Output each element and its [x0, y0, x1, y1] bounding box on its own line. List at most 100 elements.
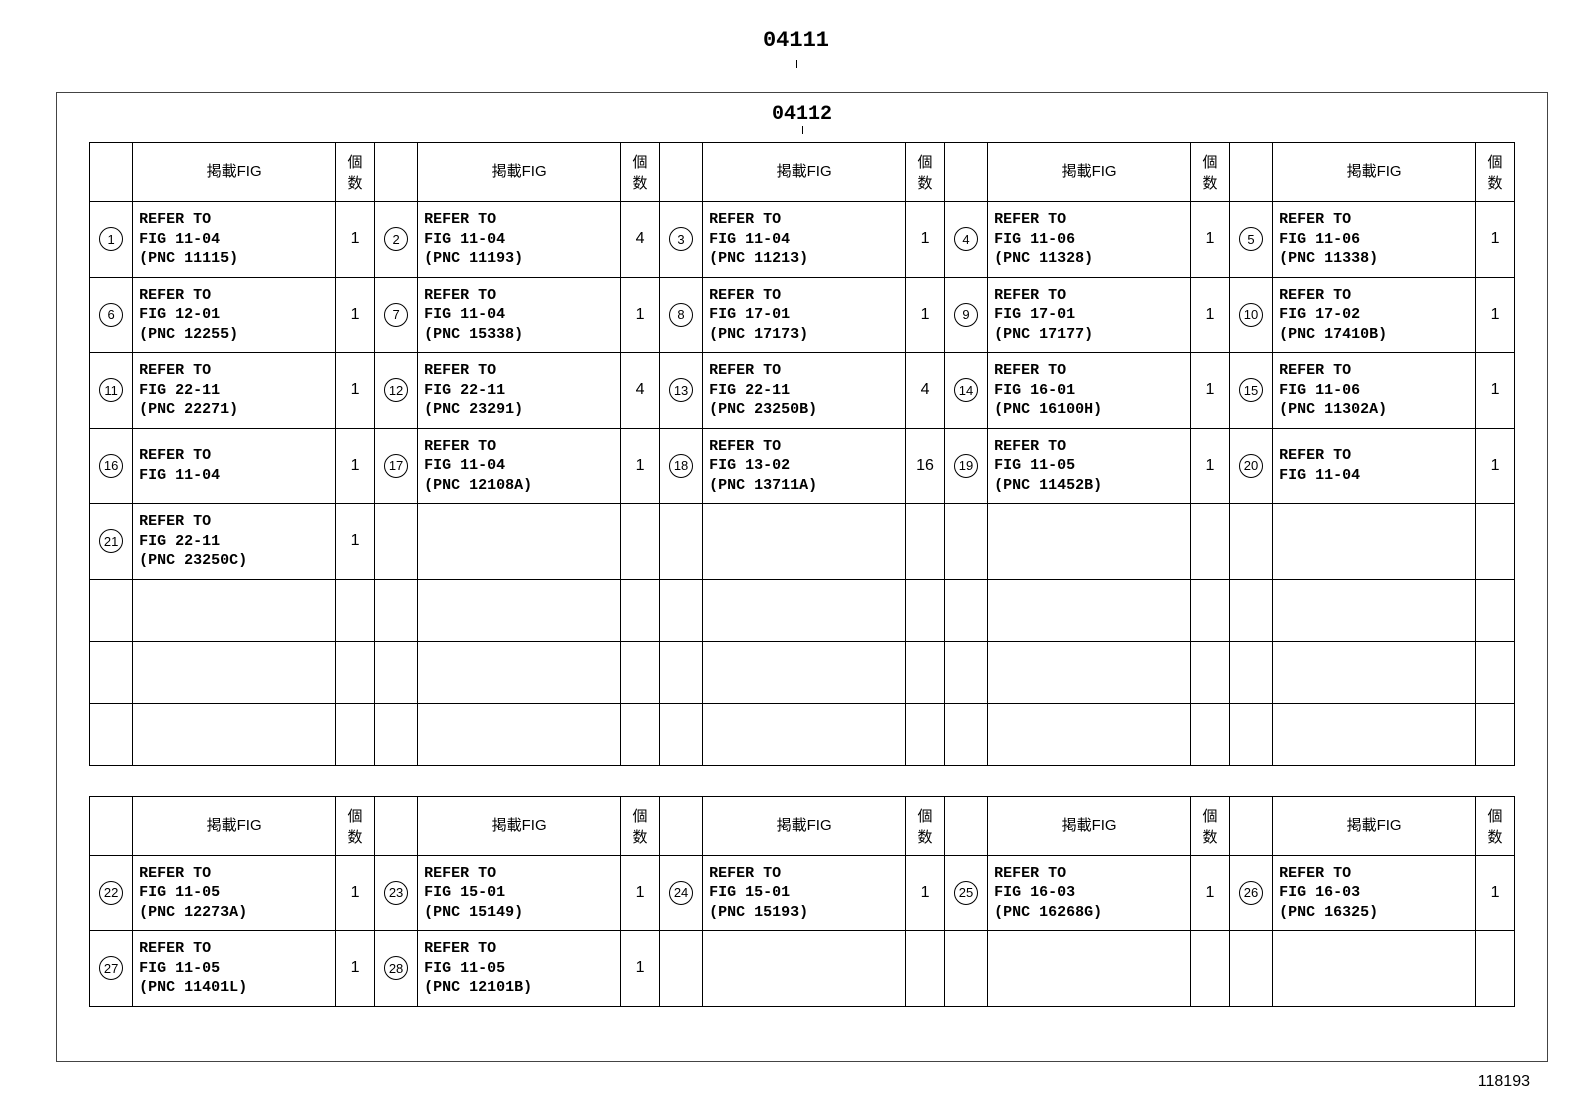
page-frame: 04112 掲載FIG 個数 掲載FIG 個数 掲載FIG 個数 掲載FIG 個…	[56, 92, 1548, 1062]
table-header-row: 掲載FIG 個数 掲載FIG 個数 掲載FIG 個数 掲載FIG 個数 掲載FI…	[90, 796, 1515, 855]
cell-qty: 1	[1476, 353, 1515, 429]
cell-index	[944, 703, 987, 765]
cell-qty	[1476, 703, 1515, 765]
th-blank	[374, 143, 417, 202]
cell-fig	[703, 931, 906, 1007]
th-fig: 掲載FIG	[418, 143, 621, 202]
cell-index: 1	[90, 202, 133, 278]
circle-number: 9	[954, 303, 978, 327]
cell-index: 24	[659, 855, 702, 931]
circle-number: 14	[954, 378, 978, 402]
cell-index	[659, 703, 702, 765]
cell-index: 5	[1229, 202, 1272, 278]
cell-qty: 1	[336, 353, 375, 429]
cell-fig: REFER TO FIG 16-01 (PNC 16100H)	[988, 353, 1191, 429]
cell-index: 27	[90, 931, 133, 1007]
page-header: 04111	[0, 0, 1592, 68]
cell-qty	[621, 703, 660, 765]
cell-fig: REFER TO FIG 17-01 (PNC 17173)	[703, 277, 906, 353]
circle-number: 20	[1239, 454, 1263, 478]
cell-fig: REFER TO FIG 11-04 (PNC 11115)	[133, 202, 336, 278]
cell-index	[374, 703, 417, 765]
cell-qty: 1	[1476, 855, 1515, 931]
cell-fig: REFER TO FIG 17-01 (PNC 17177)	[988, 277, 1191, 353]
table-row: 1REFER TO FIG 11-04 (PNC 11115)12REFER T…	[90, 202, 1515, 278]
cell-index	[944, 504, 987, 580]
cell-fig	[988, 931, 1191, 1007]
cell-qty: 1	[1191, 353, 1230, 429]
parts-table-1: 掲載FIG 個数 掲載FIG 個数 掲載FIG 個数 掲載FIG 個数 掲載FI…	[89, 142, 1515, 766]
cell-index	[659, 504, 702, 580]
table-header-row: 掲載FIG 個数 掲載FIG 個数 掲載FIG 個数 掲載FIG 個数 掲載FI…	[90, 143, 1515, 202]
th-qty: 個数	[621, 796, 660, 855]
cell-fig	[133, 579, 336, 641]
cell-index	[90, 703, 133, 765]
cell-fig: REFER TO FIG 11-06 (PNC 11302A)	[1273, 353, 1476, 429]
circle-number: 15	[1239, 378, 1263, 402]
cell-index	[374, 504, 417, 580]
cell-index	[944, 931, 987, 1007]
cell-fig	[1273, 931, 1476, 1007]
table-row: 16REFER TO FIG 11-04117REFER TO FIG 11-0…	[90, 428, 1515, 504]
cell-qty: 16	[906, 428, 945, 504]
header-code-2: 04112	[772, 103, 832, 126]
th-qty: 個数	[336, 796, 375, 855]
th-fig: 掲載FIG	[988, 143, 1191, 202]
th-qty: 個数	[1191, 143, 1230, 202]
cell-qty	[906, 641, 945, 703]
cell-fig	[418, 703, 621, 765]
th-blank	[944, 143, 987, 202]
th-fig: 掲載FIG	[1273, 796, 1476, 855]
circle-number: 19	[954, 454, 978, 478]
cell-fig	[988, 641, 1191, 703]
cell-index: 28	[374, 931, 417, 1007]
cell-qty: 1	[621, 277, 660, 353]
circle-number: 25	[954, 881, 978, 905]
cell-fig: REFER TO FIG 11-06 (PNC 11328)	[988, 202, 1191, 278]
cell-qty: 1	[906, 855, 945, 931]
th-blank	[90, 796, 133, 855]
cell-fig: REFER TO FIG 15-01 (PNC 15193)	[703, 855, 906, 931]
th-fig: 掲載FIG	[988, 796, 1191, 855]
cell-qty	[906, 579, 945, 641]
cell-fig: REFER TO FIG 15-01 (PNC 15149)	[418, 855, 621, 931]
cell-qty	[621, 579, 660, 641]
circle-number: 18	[669, 454, 693, 478]
cell-qty	[906, 931, 945, 1007]
cell-index	[374, 579, 417, 641]
cell-index: 15	[1229, 353, 1272, 429]
circle-number: 1	[99, 227, 123, 251]
cell-qty	[1191, 641, 1230, 703]
cell-qty	[1476, 931, 1515, 1007]
cell-fig	[1273, 504, 1476, 580]
cell-index: 26	[1229, 855, 1272, 931]
cell-index	[659, 641, 702, 703]
cell-index: 17	[374, 428, 417, 504]
cell-qty	[906, 504, 945, 580]
circle-number: 27	[99, 956, 123, 980]
th-fig: 掲載FIG	[1273, 143, 1476, 202]
cell-fig	[988, 579, 1191, 641]
table-row	[90, 641, 1515, 703]
cell-qty: 1	[1191, 855, 1230, 931]
cell-qty	[1191, 703, 1230, 765]
cell-index: 8	[659, 277, 702, 353]
cell-qty	[336, 641, 375, 703]
cell-fig: REFER TO FIG 11-04 (PNC 11193)	[418, 202, 621, 278]
circle-number: 23	[384, 881, 408, 905]
table-row: 21REFER TO FIG 22-11 (PNC 23250C)1	[90, 504, 1515, 580]
th-fig: 掲載FIG	[133, 143, 336, 202]
cell-qty: 1	[906, 277, 945, 353]
cell-qty: 1	[336, 202, 375, 278]
cell-index: 16	[90, 428, 133, 504]
th-blank	[1229, 143, 1272, 202]
cell-fig: REFER TO FIG 11-05 (PNC 12273A)	[133, 855, 336, 931]
cell-qty: 4	[621, 353, 660, 429]
cell-qty: 1	[1191, 277, 1230, 353]
th-blank	[659, 796, 702, 855]
th-qty: 個数	[906, 796, 945, 855]
cell-fig	[703, 641, 906, 703]
cell-index	[1229, 931, 1272, 1007]
cell-qty: 1	[336, 277, 375, 353]
cell-fig: REFER TO FIG 17-02 (PNC 17410B)	[1273, 277, 1476, 353]
